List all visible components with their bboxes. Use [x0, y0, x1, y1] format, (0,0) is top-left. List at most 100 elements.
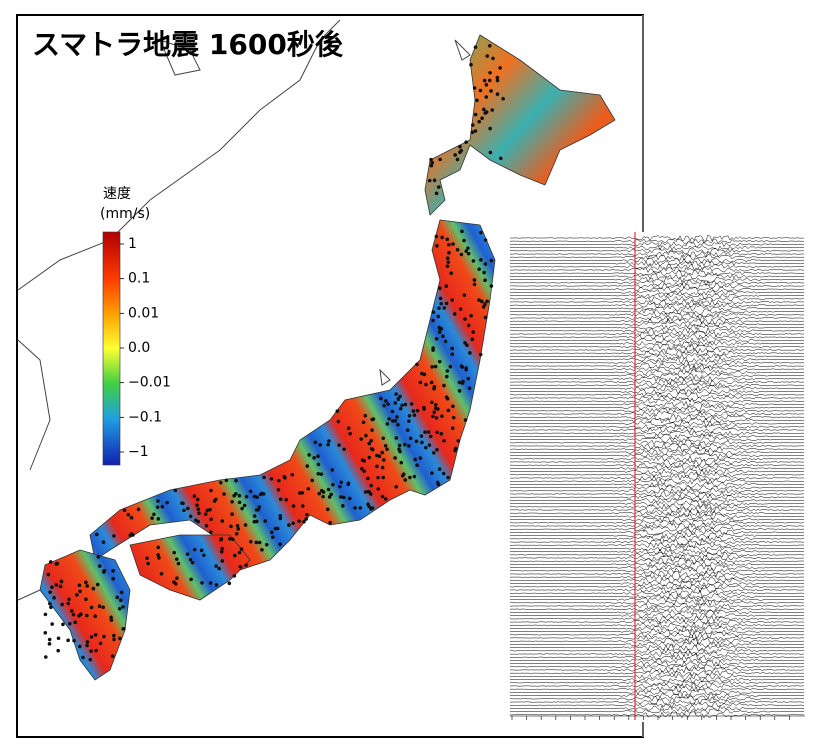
station	[56, 636, 61, 641]
station	[220, 546, 224, 551]
station	[458, 150, 462, 155]
station	[270, 535, 275, 539]
station	[443, 339, 448, 344]
station	[479, 258, 483, 262]
station	[487, 44, 492, 48]
station	[327, 439, 331, 443]
station	[219, 537, 223, 542]
station	[318, 443, 322, 447]
trace	[509, 634, 805, 642]
station	[212, 499, 217, 503]
station	[202, 553, 206, 558]
trace	[509, 615, 804, 623]
station	[214, 564, 218, 568]
station	[437, 330, 442, 334]
station	[501, 96, 505, 101]
station	[94, 532, 99, 537]
trace	[509, 605, 805, 613]
station	[369, 438, 373, 443]
station	[359, 437, 363, 441]
station	[453, 153, 457, 157]
station	[483, 111, 488, 115]
station	[112, 534, 116, 538]
trace	[509, 400, 805, 408]
trace	[509, 653, 805, 661]
station	[435, 244, 439, 248]
station	[383, 443, 388, 448]
station	[450, 346, 455, 351]
trace	[509, 295, 805, 302]
station	[369, 446, 374, 451]
station	[445, 256, 450, 261]
station	[442, 438, 446, 443]
trace	[509, 526, 805, 533]
station	[434, 234, 439, 239]
station	[480, 299, 484, 304]
station	[436, 314, 441, 319]
station	[455, 248, 460, 252]
station	[305, 464, 310, 468]
station	[338, 484, 342, 489]
station	[156, 517, 161, 521]
station	[155, 505, 160, 509]
trace	[509, 407, 805, 414]
station	[287, 523, 291, 527]
time-ticks	[511, 716, 790, 720]
station	[240, 506, 244, 511]
station	[463, 418, 468, 422]
station	[276, 488, 281, 492]
station	[249, 539, 253, 544]
trace	[510, 445, 805, 453]
station	[109, 618, 114, 622]
trace	[509, 641, 805, 648]
station	[196, 507, 201, 511]
legend-title: 速度	[103, 186, 131, 202]
station	[435, 430, 439, 435]
trace	[509, 545, 804, 552]
station	[50, 622, 54, 626]
station	[78, 589, 82, 594]
station	[228, 537, 232, 541]
station	[457, 380, 462, 385]
station	[346, 426, 351, 431]
station	[429, 380, 434, 385]
station	[194, 518, 198, 522]
station	[110, 654, 115, 658]
colorbar-label: 0.01	[128, 305, 159, 321]
station	[331, 482, 335, 487]
station	[67, 597, 71, 602]
station	[234, 531, 239, 536]
station	[394, 436, 399, 440]
station	[451, 404, 455, 409]
station	[462, 238, 466, 243]
trace	[509, 292, 804, 299]
station	[455, 157, 460, 162]
station	[464, 366, 468, 370]
station	[487, 78, 492, 83]
station	[390, 409, 395, 414]
station	[441, 471, 446, 476]
trace	[509, 321, 805, 328]
station	[290, 472, 295, 477]
station	[230, 537, 235, 542]
station	[298, 491, 302, 495]
station	[458, 144, 462, 149]
station	[278, 542, 282, 547]
station	[445, 396, 450, 401]
station	[448, 364, 453, 369]
station	[112, 637, 116, 642]
station	[445, 369, 450, 373]
station	[174, 557, 179, 561]
station	[316, 471, 321, 476]
station	[485, 54, 490, 58]
trace	[510, 493, 805, 501]
station	[131, 533, 135, 537]
station	[165, 500, 169, 505]
station	[423, 445, 428, 450]
station	[464, 249, 469, 253]
trace	[509, 343, 805, 351]
station	[495, 78, 500, 83]
station	[407, 419, 411, 423]
station	[208, 530, 213, 534]
station	[437, 359, 442, 364]
